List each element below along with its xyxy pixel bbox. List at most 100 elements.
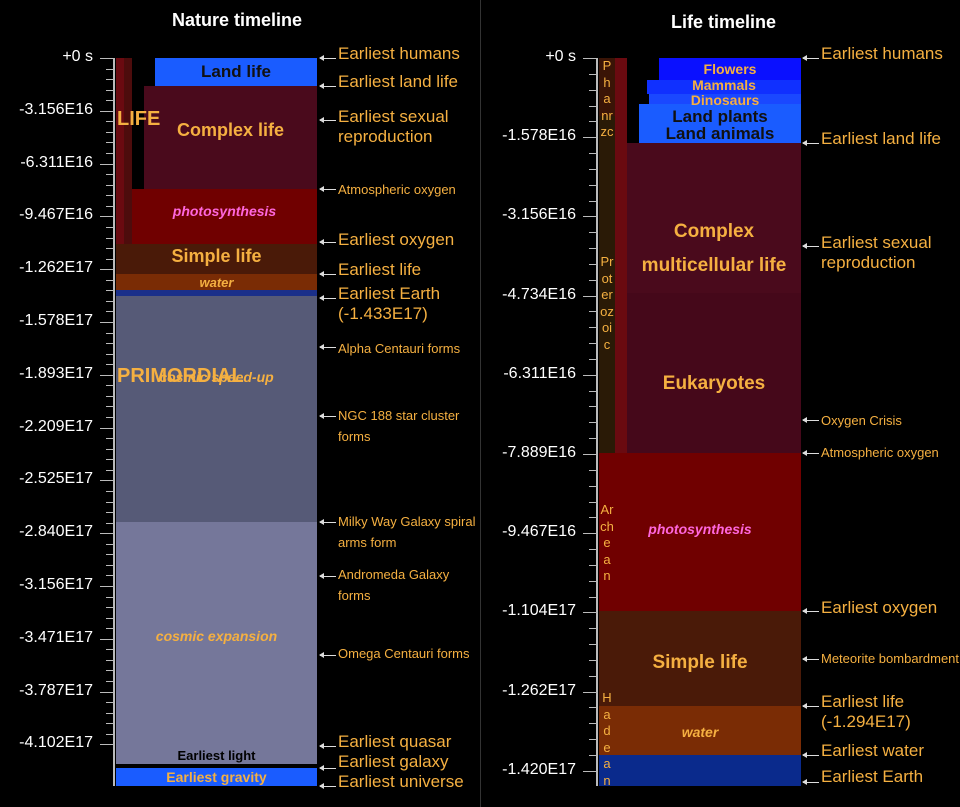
y-minor-tick (106, 385, 114, 387)
block-label: Simple life (171, 246, 262, 266)
timeline-block-2 (144, 86, 317, 189)
event-arrow (319, 295, 336, 301)
y-minor-tick (589, 422, 597, 424)
eon-label-vertical: Proterozoic (600, 254, 614, 352)
y-tick-label: -3.156E16 (502, 206, 576, 224)
y-tick (100, 58, 114, 59)
y-minor-tick (106, 607, 114, 609)
y-tick (100, 110, 114, 112)
event-arrow (319, 652, 336, 658)
era-column-strip (124, 58, 132, 244)
timeline-block-2 (647, 80, 801, 94)
block-label: photosynthesis (172, 203, 277, 219)
y-tick-label: -4.102E17 (19, 734, 93, 752)
life-timeline-title: Life timeline (671, 12, 777, 32)
life-timeline-panel: Life timeline +0 s -1.578E16 -3.156E16 -4.7… (481, 0, 960, 807)
event-arrow (319, 519, 336, 525)
y-tick (583, 533, 597, 535)
event-label: Milky Way Galaxy spiral arms form (338, 514, 476, 550)
y-minor-tick (106, 237, 114, 239)
event-arrow (802, 243, 819, 249)
eon-label-vertical: Phanrzc (600, 58, 614, 139)
event-arrow (802, 417, 819, 423)
timeline-block-7 (627, 293, 801, 453)
event-label: Earliest humans (821, 44, 943, 63)
y-tick (100, 691, 114, 693)
y-minor-tick (106, 417, 114, 419)
block-label: Eukaryotes (662, 373, 766, 394)
event-label: Earliest sexual reproduction (338, 107, 449, 146)
event-arrow (802, 752, 819, 758)
y-tick (100, 744, 114, 746)
side-strip (615, 58, 627, 454)
timeline-block-8 (116, 522, 317, 765)
y-minor-tick (589, 723, 597, 725)
nature-timeline-title: Nature timeline (172, 10, 303, 30)
y-minor-tick (589, 517, 597, 519)
y-tick (100, 638, 114, 640)
event-arrow (802, 703, 819, 709)
y-minor-tick (589, 501, 597, 503)
y-tick-label: -3.787E17 (19, 681, 93, 699)
y-minor-tick (589, 390, 597, 392)
y-minor-tick (106, 395, 114, 397)
y-minor-tick (106, 248, 114, 250)
event-arrow (319, 413, 336, 419)
event-arrow (802, 656, 819, 662)
y-tick (100, 480, 114, 482)
timeline-block-4 (639, 104, 801, 124)
y-minor-tick (589, 168, 597, 170)
block-label: Land life (201, 62, 271, 81)
event-label: Meteorite bombardment (821, 651, 960, 666)
y-minor-tick (106, 438, 114, 440)
life-axis (596, 58, 598, 786)
y-minor-tick (106, 364, 114, 366)
y-minor-tick (589, 739, 597, 741)
event-arrow (802, 450, 819, 456)
y-tick-label: -2.525E17 (19, 470, 93, 488)
y-minor-tick (106, 512, 114, 514)
block-label: water (199, 275, 234, 290)
y-tick-label: -1.578E16 (502, 127, 576, 145)
y-tick-label: -2.840E17 (19, 523, 93, 541)
timeline-block-6 (627, 143, 801, 293)
y-tick (100, 163, 114, 165)
y-tick-label: -1.420E17 (502, 760, 576, 778)
y-minor-tick (589, 327, 597, 329)
block-label: photosynthesis (648, 521, 752, 537)
era-label-vertical: LIFE (117, 108, 161, 130)
y-tick-label: -7.889E16 (502, 444, 576, 461)
y-minor-tick (106, 543, 114, 545)
y-tick-label: -6.311E16 (503, 364, 576, 382)
event-label: Earliest life (-1.294E17) (821, 692, 911, 731)
y-minor-tick (589, 754, 597, 756)
y-tick (583, 454, 597, 455)
block-label: Earliest gravity (166, 769, 267, 785)
timeline-block-8 (599, 453, 801, 611)
nature-timeline-panel: Nature timeline +0 s -3.156E16 -6.311E16 -9… (19, 10, 476, 791)
y-tick-label: -1.104E17 (502, 602, 576, 620)
y-minor-tick (589, 485, 597, 487)
block-label: cosmic expansion (155, 628, 278, 644)
y-tick (583, 137, 597, 139)
y-minor-tick (106, 68, 114, 70)
y-minor-tick (106, 617, 114, 619)
y-tick-label: -2.209E17 (19, 417, 93, 435)
y-minor-tick (589, 184, 597, 186)
y-minor-tick (106, 290, 114, 292)
event-arrow (319, 55, 336, 61)
y-minor-tick (589, 248, 597, 250)
y-minor-tick (589, 200, 597, 202)
y-minor-tick (106, 522, 114, 524)
eon-column-top (599, 58, 615, 116)
y-tick (583, 295, 597, 297)
y-minor-tick (106, 131, 114, 133)
event-arrow (802, 779, 819, 785)
life-era-column (116, 58, 124, 294)
timeline-block-11 (599, 755, 801, 786)
event-arrow (319, 344, 336, 350)
timeline-block-7 (116, 297, 317, 522)
timeline-block-4 (116, 244, 317, 274)
y-minor-tick (106, 332, 114, 334)
event-arrow (319, 239, 336, 245)
